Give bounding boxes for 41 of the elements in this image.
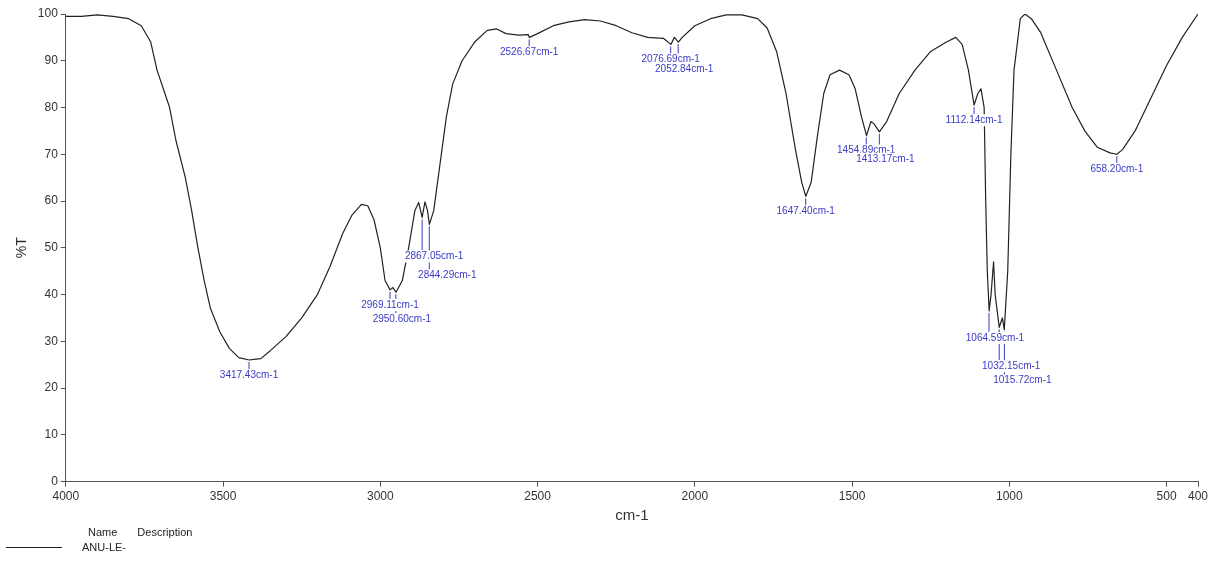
annotation: 2526.67cm-1 bbox=[499, 46, 559, 58]
annotation: 1454.89cm-1 bbox=[837, 144, 896, 156]
annotation: 1064.59cm-1 bbox=[965, 331, 1025, 343]
annotation: 1647.40cm-1 bbox=[776, 205, 836, 217]
x-axis-title: cm-1 bbox=[615, 506, 649, 524]
text: ANU-LE- bbox=[82, 541, 127, 553]
annotation: 1032.15cm-1 bbox=[982, 360, 1041, 372]
text: Description bbox=[137, 526, 193, 538]
annotation: 2969.11cm-1 bbox=[361, 298, 420, 310]
y-tick-label: 60 bbox=[44, 193, 59, 208]
annotation: 1015.72cm-1 bbox=[993, 374, 1052, 386]
x-tick-label: 4000 bbox=[52, 489, 80, 504]
annotation: 2867.05cm-1 bbox=[404, 250, 464, 262]
y-tick-label: 90 bbox=[44, 53, 59, 68]
annotation: 3417.43cm-1 bbox=[219, 368, 279, 380]
y-tick-label: 10 bbox=[44, 427, 59, 442]
y-tick-label: 80 bbox=[44, 99, 59, 114]
annotation: 2844.29cm-1 bbox=[418, 269, 477, 281]
x-tick-label: 500 bbox=[1156, 489, 1177, 504]
x-tick-label: 1500 bbox=[838, 489, 866, 504]
y-tick-label: 0 bbox=[51, 473, 59, 488]
annotation: 1413.17cm-1 bbox=[856, 152, 915, 164]
x-tick-label: 3500 bbox=[209, 489, 237, 504]
y-tick-label: 30 bbox=[44, 333, 59, 348]
y-tick-label: 100 bbox=[37, 6, 59, 21]
x-tick-label: 2000 bbox=[681, 489, 709, 504]
x-tick-label: 1000 bbox=[995, 489, 1023, 504]
y-axis-title: %T bbox=[13, 236, 30, 259]
x-tick-label: 400 bbox=[1187, 489, 1209, 504]
x-tick-label: 2500 bbox=[524, 489, 552, 504]
annotation: 2076.69cm-1 bbox=[641, 53, 701, 65]
x-tick-label: 3000 bbox=[366, 489, 394, 504]
annotation: 2950.60cm-1 bbox=[372, 312, 432, 324]
annotation: 658.20cm-1 bbox=[1090, 163, 1144, 175]
y-tick-label: 40 bbox=[44, 286, 59, 301]
y-tick-label: 20 bbox=[44, 380, 59, 395]
y-tick-label: 50 bbox=[44, 240, 59, 255]
y-tick-label: 70 bbox=[44, 146, 59, 161]
legend-title: Name bbox=[88, 526, 118, 538]
annotation: 2052.84cm-1 bbox=[655, 62, 714, 74]
annotation: 1112.14cm-1 bbox=[945, 113, 1003, 125]
